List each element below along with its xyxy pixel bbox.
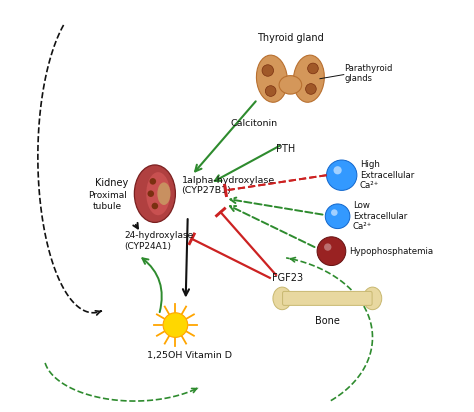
Text: Bone: Bone: [315, 316, 340, 325]
Text: Calcitonin: Calcitonin: [231, 119, 278, 129]
Text: 1alpha-hydroxylase
(CYP27B1): 1alpha-hydroxylase (CYP27B1): [182, 176, 275, 195]
Text: Parathyroid
glands: Parathyroid glands: [345, 64, 393, 84]
Circle shape: [308, 63, 319, 74]
Circle shape: [265, 86, 276, 96]
Text: Hypophosphatemia: Hypophosphatemia: [349, 247, 433, 256]
Circle shape: [324, 243, 331, 251]
Ellipse shape: [146, 172, 170, 215]
Ellipse shape: [273, 287, 292, 310]
Ellipse shape: [157, 183, 171, 205]
Text: FGF23: FGF23: [272, 273, 303, 283]
Circle shape: [325, 204, 350, 229]
Circle shape: [327, 160, 357, 190]
Ellipse shape: [363, 287, 382, 310]
Text: Proximal
tubule: Proximal tubule: [88, 191, 127, 211]
Circle shape: [331, 209, 337, 216]
Circle shape: [147, 190, 154, 197]
Ellipse shape: [293, 55, 324, 102]
Text: High
Extracellular
Ca²⁺: High Extracellular Ca²⁺: [360, 160, 414, 190]
Text: 24-hydroxylase
(CYP24A1): 24-hydroxylase (CYP24A1): [124, 231, 193, 250]
Circle shape: [306, 84, 316, 94]
Text: Kidney: Kidney: [95, 178, 128, 188]
Text: PTH: PTH: [276, 144, 295, 154]
Ellipse shape: [279, 76, 301, 94]
Circle shape: [152, 203, 158, 209]
Text: Low
Extracellular
Ca²⁺: Low Extracellular Ca²⁺: [353, 201, 407, 231]
Text: Thyroid gland: Thyroid gland: [257, 33, 324, 42]
Circle shape: [317, 237, 346, 266]
Text: 1,25OH Vitamin D: 1,25OH Vitamin D: [147, 351, 232, 360]
Circle shape: [262, 65, 273, 76]
FancyBboxPatch shape: [283, 291, 372, 305]
Ellipse shape: [134, 165, 175, 222]
Circle shape: [334, 166, 342, 174]
Circle shape: [163, 313, 188, 337]
Ellipse shape: [256, 55, 287, 102]
Circle shape: [149, 178, 156, 185]
